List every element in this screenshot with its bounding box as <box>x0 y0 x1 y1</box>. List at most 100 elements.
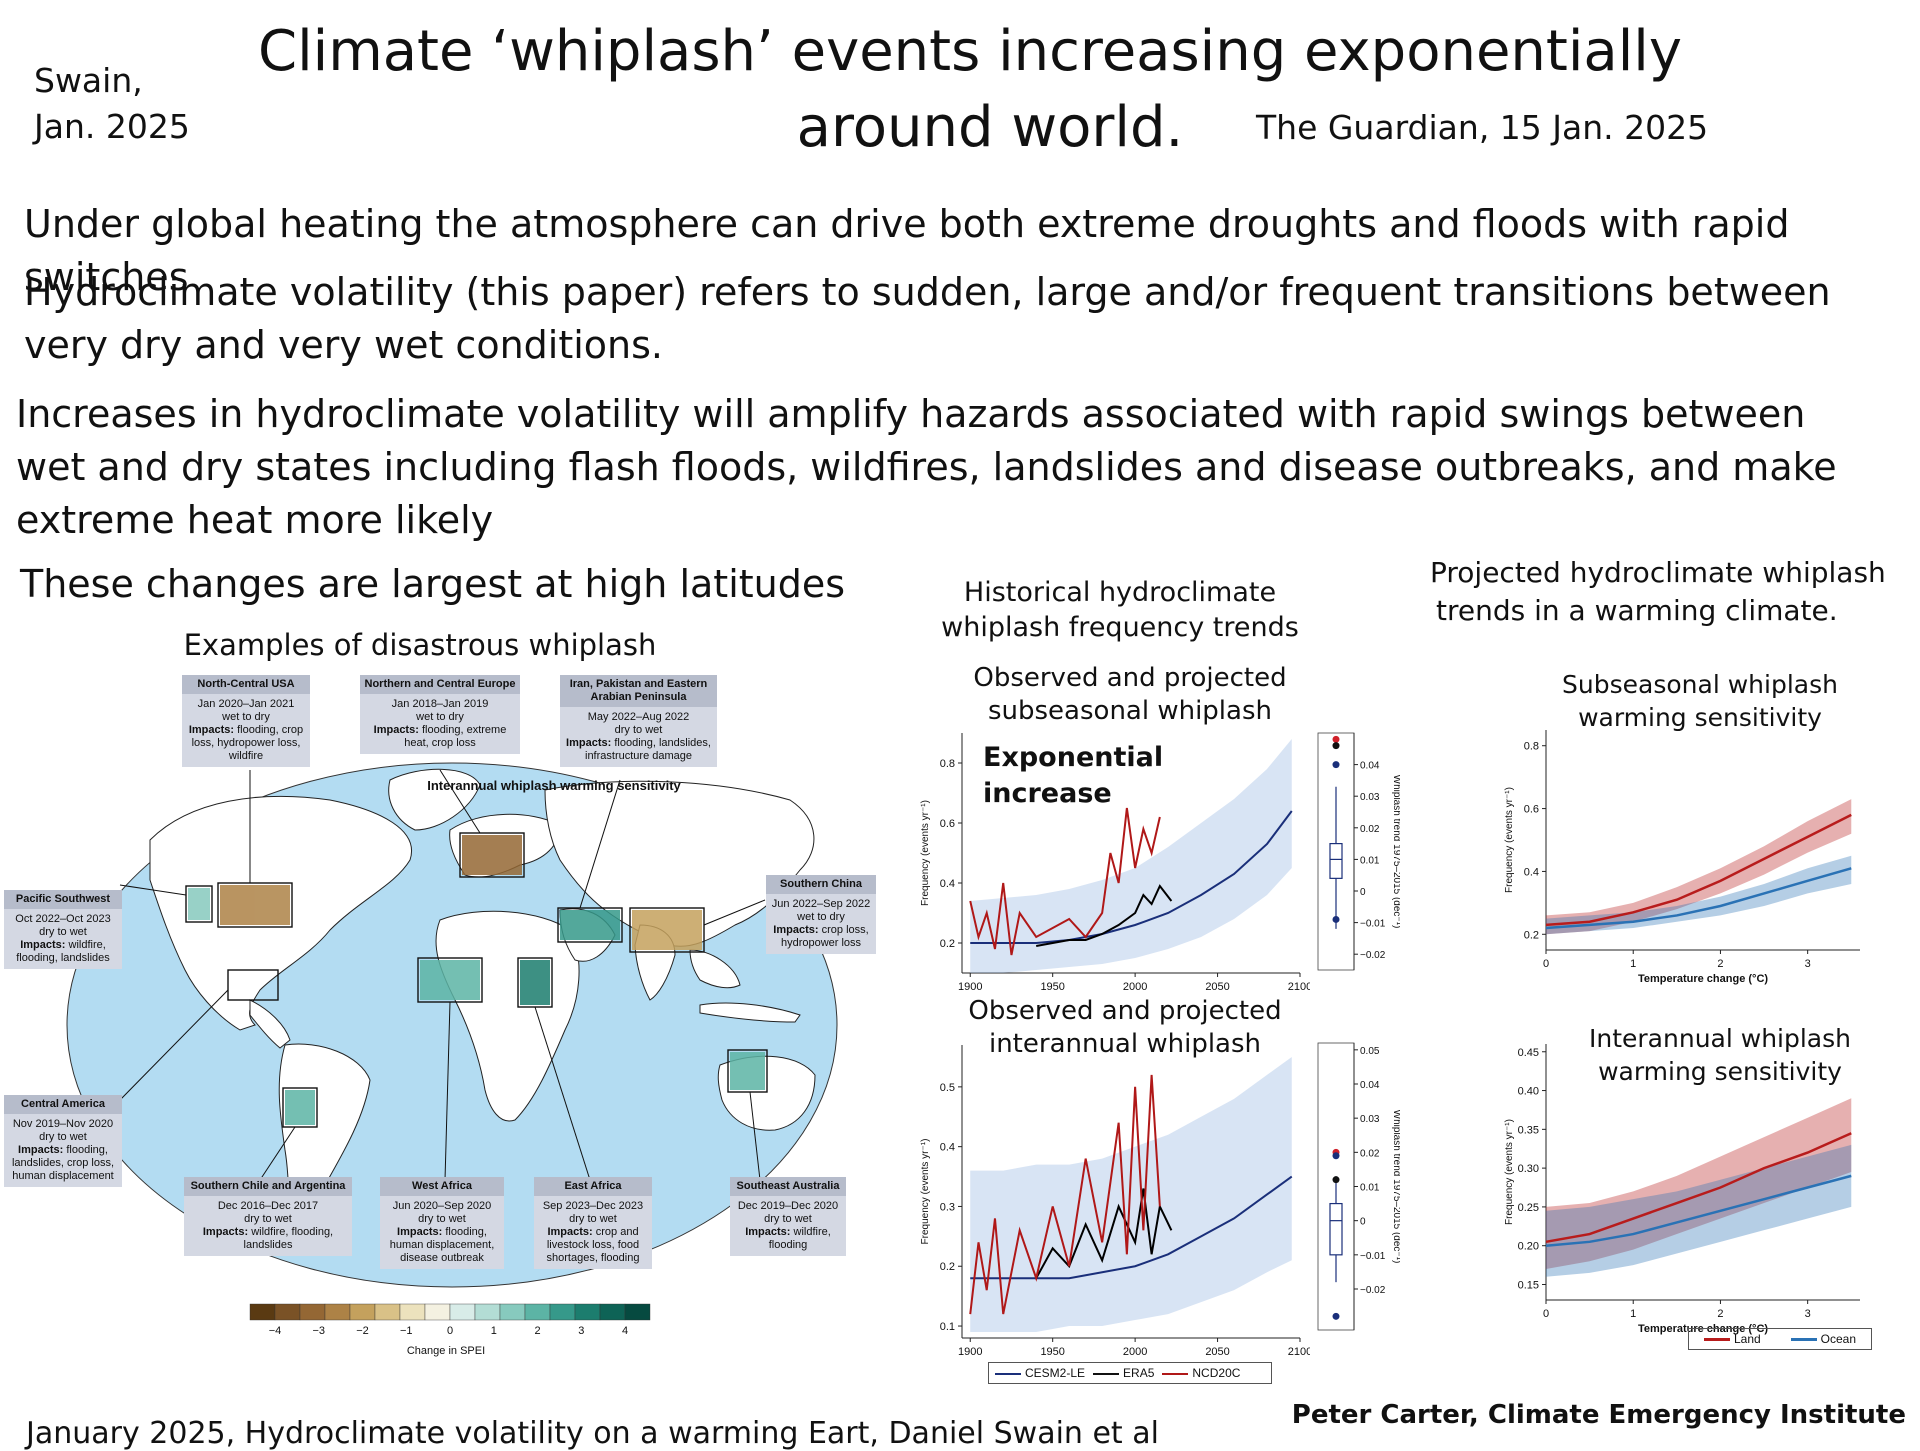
land-central-america <box>249 999 291 1049</box>
paragraph-3-line-3: extreme heat more likely <box>16 498 494 542</box>
series-line <box>1545 867 1852 930</box>
colorbar-cell <box>449 1303 476 1321</box>
x-tick-label: 2000 <box>1123 981 1147 993</box>
boxplot-box <box>1329 842 1343 879</box>
y-tick-label: 0.30 <box>1518 1163 1539 1175</box>
series-line <box>969 1074 1161 1315</box>
x-axis-label: Temperature change (°C) <box>1638 973 1768 985</box>
land-greenland <box>388 768 481 831</box>
colorbar-cell <box>349 1303 376 1321</box>
region-dates: Jan 2020–Jan 2021 <box>197 698 295 710</box>
patch-iran-pakistan <box>560 910 620 940</box>
legend-era5: ERA5 <box>1093 1366 1154 1380</box>
x-tick-label: 2050 <box>1205 1346 1229 1358</box>
boxplot-point <box>1332 1152 1340 1160</box>
colorbar-tick: −4 <box>269 1325 282 1337</box>
region-box-west-africa: West Africa Jun 2020–Sep 2020 dry to wet… <box>380 1177 504 1269</box>
region-dates: Jun 2020–Sep 2020 <box>392 1200 492 1212</box>
subseasonal-hist-title: Observed and projected subseasonal whipl… <box>940 662 1320 728</box>
region-name: West Africa <box>380 1177 504 1196</box>
interannual-history-chart: 0.1 0.2 0.3 0.4 0.5 1900 1950 2000 2050 2100 Frequ… <box>920 1045 1310 1358</box>
region-type: dry to wet <box>569 1213 617 1225</box>
region-box-southeast-australia: Southeast Australia Dec 2019–Dec 2020 dr… <box>730 1177 846 1256</box>
leader-lines <box>119 769 766 1181</box>
legend-cesm: CESM2-LE <box>995 1366 1085 1380</box>
y-tick-label: 0.25 <box>1518 1202 1539 1214</box>
region-box-east-africa: East Africa Sep 2023–Dec 2023 dry to wet… <box>534 1177 652 1269</box>
region-type: dry to wet <box>418 1213 466 1225</box>
citation: January 2025, Hydroclimate volatility on… <box>26 1416 1159 1451</box>
region-dates: May 2022–Aug 2022 <box>587 711 690 723</box>
region-dates: Nov 2019–Nov 2020 <box>12 1118 114 1130</box>
region-box-north-central-usa: North-Central USA Jan 2020–Jan 2021 wet … <box>182 675 310 767</box>
region-box-europe: Northern and Central Europe Jan 2018–Jan… <box>360 675 520 754</box>
series-line <box>1545 813 1852 927</box>
region-impacts: crop and livestock loss, food shortages,… <box>546 1226 640 1264</box>
boxplot-point <box>1332 915 1340 923</box>
subseasonal-history-chart: 0.2 0.4 0.6 0.8 1900 1950 2000 2050 2100 Frequenc… <box>920 733 1310 993</box>
outline-southern-china <box>629 907 705 953</box>
colorbar-tick: −1 <box>400 1325 413 1337</box>
boxplot-point <box>1332 761 1340 769</box>
region-type: dry to wet <box>39 926 87 938</box>
subseasonal-projection-chart: 0.2 0.4 0.6 0.8 0 1 2 3 Frequency (events yr⁻¹) T… <box>1504 730 1860 985</box>
x-tick-label: 3 <box>1805 1308 1811 1320</box>
patch-chile <box>285 1090 315 1125</box>
region-type: dry to wet <box>764 1213 812 1225</box>
region-impacts: wildfire, flooding, landslides <box>243 1226 334 1251</box>
y-tick-label: 0.4 <box>940 1142 955 1154</box>
series-line <box>1545 1132 1852 1244</box>
region-dates: Jan 2018–Jan 2019 <box>391 698 489 710</box>
paragraph-1: Under global heating the atmosphere can … <box>24 202 1790 299</box>
legend-ocean: Ocean <box>1790 1332 1856 1346</box>
region-type: dry to wet <box>614 724 663 736</box>
region-impacts-label: Impacts: <box>188 724 235 736</box>
colorbar-cell <box>624 1303 651 1321</box>
colorbar-cell <box>274 1303 301 1321</box>
boxplot-tick-label: 0 <box>1360 1217 1366 1228</box>
projected-heading: Projected hydroclimate whiplash trends i… <box>1430 554 1910 630</box>
boxplot-tick-label: 0.05 <box>1360 1046 1380 1057</box>
y-tick-label: 0.20 <box>1518 1241 1539 1253</box>
region-impacts: flooding, landslides, crop loss, human d… <box>11 1144 115 1182</box>
boxplot-tick-label: 0.01 <box>1360 1183 1380 1194</box>
patch-southeast-australia <box>730 1052 765 1090</box>
boxplot-point <box>1332 1176 1340 1184</box>
series-line <box>1036 884 1173 947</box>
y-tick-label: 0.4 <box>1524 866 1539 878</box>
boxplot-tick-label: 0 <box>1360 887 1366 898</box>
boxplot-ylabel: Whiplash trend 1975–2015 (dec⁻¹) <box>1391 775 1400 929</box>
colorbar-cell <box>324 1303 351 1321</box>
region-type: dry to wet <box>244 1213 292 1225</box>
interannual-projection-chart: 0.15 0.20 0.25 0.30 0.35 0.40 0.45 0 1 2 3 Frequenc… <box>1504 1044 1860 1335</box>
outline-chile <box>282 1087 318 1128</box>
series-band <box>1546 799 1852 935</box>
region-impacts: flooding, landslides, infrastructure dam… <box>585 737 711 762</box>
patch-europe <box>462 835 522 875</box>
region-type: dry to wet <box>39 1131 87 1143</box>
y-tick-label: 0.2 <box>940 1261 955 1273</box>
colorbar-tick: −2 <box>356 1325 369 1337</box>
boxplot-ylabel: Whiplash trend 1975–2015 (dec⁻¹) <box>1391 1110 1400 1264</box>
region-impacts: crop loss, hydropower loss <box>780 924 869 949</box>
region-type: wet to dry <box>222 711 270 723</box>
y-tick-label: 0.2 <box>1524 929 1539 941</box>
boxplot-point <box>1332 742 1340 750</box>
exponential-annotation: Exponential increase <box>983 740 1163 812</box>
boxplot-tick-label: 0.01 <box>1360 855 1380 866</box>
boxplot-box <box>1329 1202 1343 1256</box>
land-southeast-asia <box>689 949 741 989</box>
paragraph-3: Increases in hydroclimate volatility wil… <box>16 388 1837 547</box>
region-impacts-label: Impacts: <box>20 939 66 951</box>
boxplot-point <box>1332 735 1340 743</box>
interannual-proj-title-line-1: Interannual whiplash <box>1589 1024 1851 1053</box>
map-title: Examples of disastrous whiplash <box>183 628 657 662</box>
x-tick-label: 0 <box>1543 1308 1549 1320</box>
y-tick-label: 0.35 <box>1518 1124 1539 1136</box>
region-name: North-Central USA <box>182 675 310 694</box>
boxplot-tick-label: 0.02 <box>1360 824 1380 835</box>
projected-legend: Land Ocean <box>1688 1328 1872 1350</box>
region-dates: Dec 2016–Dec 2017 <box>217 1200 319 1212</box>
historical-heading: Historical hydroclimate whiplash frequen… <box>930 575 1310 645</box>
y-tick-label: 0.40 <box>1518 1086 1539 1098</box>
